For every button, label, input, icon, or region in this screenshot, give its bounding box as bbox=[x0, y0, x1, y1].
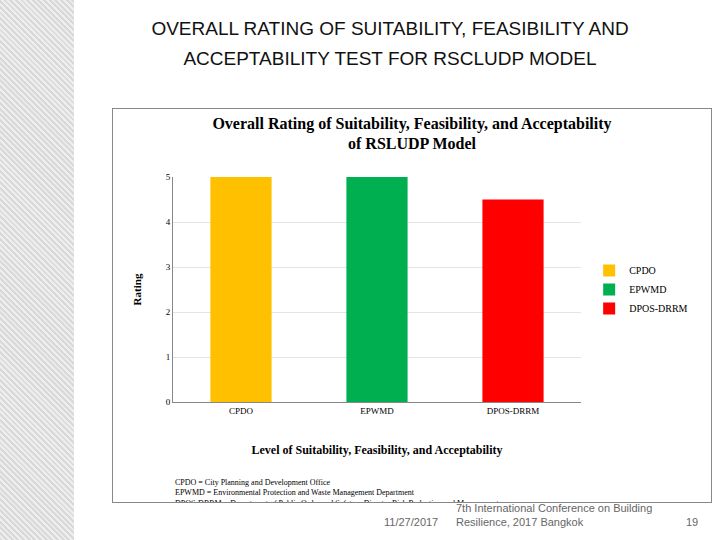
svg-text:EPWMD: EPWMD bbox=[629, 284, 666, 295]
svg-text:0: 0 bbox=[166, 397, 171, 407]
svg-text:EPWMD: EPWMD bbox=[360, 406, 394, 416]
svg-text:DPOS-DRRM = Department of Publ: DPOS-DRRM = Department of Public Order a… bbox=[175, 499, 505, 502]
html-text:11/27/2017: 11/27/2017 bbox=[384, 516, 439, 528]
svg-text:DPOS-DRRM: DPOS-DRRM bbox=[487, 406, 540, 416]
svg-text:EPWMD = Environmental Protecti: EPWMD = Environmental Protection and Was… bbox=[175, 488, 415, 497]
html-text:7th International Conference o: 7th International Conference on Building… bbox=[456, 502, 653, 528]
svg-text:DPOS-DRRM: DPOS-DRRM bbox=[629, 303, 687, 314]
svg-text:4: 4 bbox=[166, 217, 171, 227]
svg-text:CPDO: CPDO bbox=[229, 406, 254, 416]
html-text:19: 19 bbox=[686, 516, 699, 528]
html-text:OVERALL RATING OF SUITABILITY,: OVERALL RATING OF SUITABILITY, FEASIBILI… bbox=[151, 18, 629, 69]
svg-text:CPDO: CPDO bbox=[629, 265, 656, 276]
svg-text:5: 5 bbox=[166, 172, 171, 182]
svg-text:2: 2 bbox=[166, 307, 171, 317]
svg-text:3: 3 bbox=[166, 262, 171, 272]
svg-text:CPDO = City Planning and Devel: CPDO = City Planning and Development Off… bbox=[175, 478, 330, 487]
svg-text:Level of Suitability, Feasibil: Level of Suitability, Feasibility, and A… bbox=[251, 443, 502, 457]
svg-text:1: 1 bbox=[166, 352, 171, 362]
svg-text:Overall Rating of Suitability,: Overall Rating of Suitability, Feasibili… bbox=[212, 115, 611, 153]
svg-text:Rating: Rating bbox=[131, 273, 143, 305]
